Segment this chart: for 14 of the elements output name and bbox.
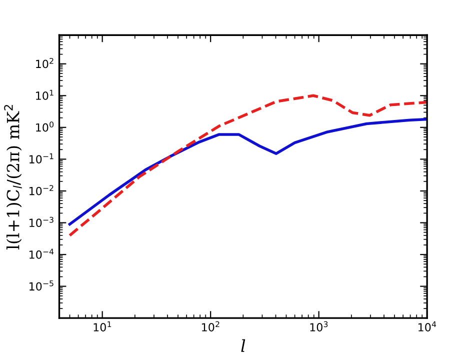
- y-tick-label: 10$^{−1}$: [30, 153, 54, 164]
- x-tick-label: 10$^{3}$: [310, 321, 328, 332]
- y-axis-title: l(l+1)C$_{l}$/(2π) mK$^{2}$: [4, 104, 22, 250]
- y-tick-label: 10$^{−3}$: [30, 216, 54, 228]
- x-axis-title: l: [241, 339, 246, 352]
- y-tick-label: 10$^{−5}$: [30, 280, 54, 291]
- y-tick-label: 10$^{−2}$: [30, 185, 54, 196]
- x-tick-label: 10$^{1}$: [94, 321, 112, 332]
- y-tick-label: 10$^{2}$: [36, 58, 54, 68]
- x-tick-label: 10$^{2}$: [202, 321, 220, 332]
- y-tick-label: 10$^{−4}$: [30, 248, 54, 259]
- y-tick-label: 10$^{1}$: [36, 90, 54, 100]
- y-tick-label: 10$^{0}$: [36, 122, 54, 132]
- x-tick-label: 10$^{4}$: [418, 321, 436, 332]
